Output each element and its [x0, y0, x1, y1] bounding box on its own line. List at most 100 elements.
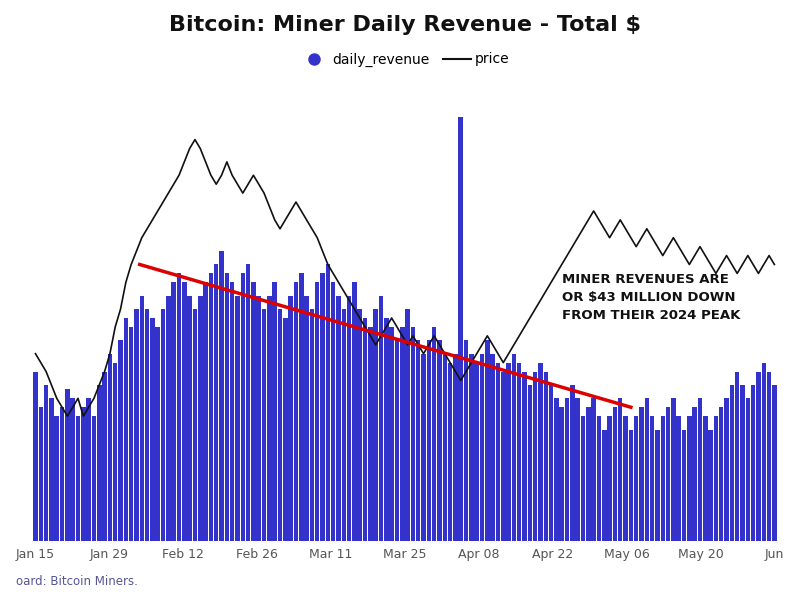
Bar: [358, 309, 362, 541]
Bar: [166, 296, 170, 541]
Bar: [49, 398, 54, 541]
Bar: [378, 296, 383, 541]
Bar: [522, 371, 527, 541]
Bar: [740, 385, 745, 541]
Bar: [342, 309, 346, 541]
Bar: [735, 371, 739, 541]
Bar: [44, 385, 48, 541]
Bar: [76, 416, 80, 541]
Bar: [549, 385, 554, 541]
Bar: [123, 318, 128, 541]
Bar: [767, 371, 771, 541]
Bar: [517, 362, 522, 541]
Bar: [310, 309, 314, 541]
Bar: [772, 385, 777, 541]
Bar: [102, 371, 107, 541]
Bar: [703, 416, 707, 541]
Bar: [634, 416, 638, 541]
Bar: [139, 296, 144, 541]
Bar: [751, 385, 755, 541]
Bar: [474, 362, 479, 541]
Bar: [714, 416, 718, 541]
Bar: [363, 318, 367, 541]
Bar: [416, 340, 421, 541]
Bar: [390, 327, 394, 541]
Bar: [559, 407, 564, 541]
Bar: [756, 371, 761, 541]
Bar: [730, 385, 734, 541]
Bar: [347, 296, 351, 541]
Bar: [746, 398, 750, 541]
Bar: [368, 327, 373, 541]
Bar: [400, 327, 405, 541]
Bar: [432, 327, 437, 541]
Bar: [671, 398, 676, 541]
Bar: [235, 296, 240, 541]
Bar: [581, 416, 586, 541]
Bar: [326, 265, 330, 541]
Bar: [762, 362, 766, 541]
Bar: [650, 416, 654, 541]
Bar: [177, 274, 182, 541]
Bar: [113, 362, 118, 541]
Bar: [512, 354, 516, 541]
Bar: [464, 340, 468, 541]
Bar: [607, 416, 612, 541]
Bar: [65, 389, 70, 541]
Bar: [129, 327, 134, 541]
Bar: [315, 283, 319, 541]
Bar: [60, 407, 64, 541]
Bar: [81, 407, 86, 541]
Bar: [575, 398, 580, 541]
Bar: [485, 340, 490, 541]
Bar: [262, 309, 266, 541]
Bar: [118, 340, 122, 541]
Bar: [661, 416, 665, 541]
Bar: [352, 283, 357, 541]
Bar: [394, 340, 399, 541]
Bar: [538, 362, 542, 541]
Bar: [86, 398, 91, 541]
Bar: [708, 430, 713, 541]
Bar: [528, 385, 532, 541]
Bar: [219, 251, 224, 541]
Bar: [230, 283, 234, 541]
Bar: [299, 274, 303, 541]
Bar: [719, 407, 723, 541]
Bar: [193, 309, 198, 541]
Bar: [602, 430, 606, 541]
Bar: [155, 327, 160, 541]
Bar: [187, 296, 192, 541]
Title: Bitcoin: Miner Daily Revenue - Total $: Bitcoin: Miner Daily Revenue - Total $: [169, 15, 641, 35]
Bar: [543, 371, 548, 541]
Bar: [145, 309, 150, 541]
Bar: [92, 416, 96, 541]
Bar: [251, 283, 256, 541]
Bar: [438, 340, 442, 541]
Bar: [203, 283, 208, 541]
Bar: [331, 283, 335, 541]
Bar: [54, 416, 59, 541]
Bar: [134, 309, 138, 541]
Bar: [666, 407, 670, 541]
Bar: [108, 354, 112, 541]
Bar: [384, 318, 389, 541]
Bar: [698, 398, 702, 541]
Bar: [336, 296, 341, 541]
Bar: [565, 398, 570, 541]
Bar: [241, 274, 245, 541]
Bar: [458, 117, 463, 541]
Bar: [225, 274, 229, 541]
Bar: [304, 296, 309, 541]
Bar: [591, 398, 596, 541]
Bar: [453, 354, 458, 541]
Bar: [150, 318, 154, 541]
Bar: [198, 296, 202, 541]
Bar: [597, 416, 602, 541]
Bar: [283, 318, 287, 541]
Text: MINER REVENUES ARE
OR $43 MILLION DOWN
FROM THEIR 2024 PEAK: MINER REVENUES ARE OR $43 MILLION DOWN F…: [562, 273, 741, 322]
Bar: [214, 265, 218, 541]
Bar: [410, 327, 415, 541]
Bar: [374, 309, 378, 541]
Bar: [645, 398, 649, 541]
